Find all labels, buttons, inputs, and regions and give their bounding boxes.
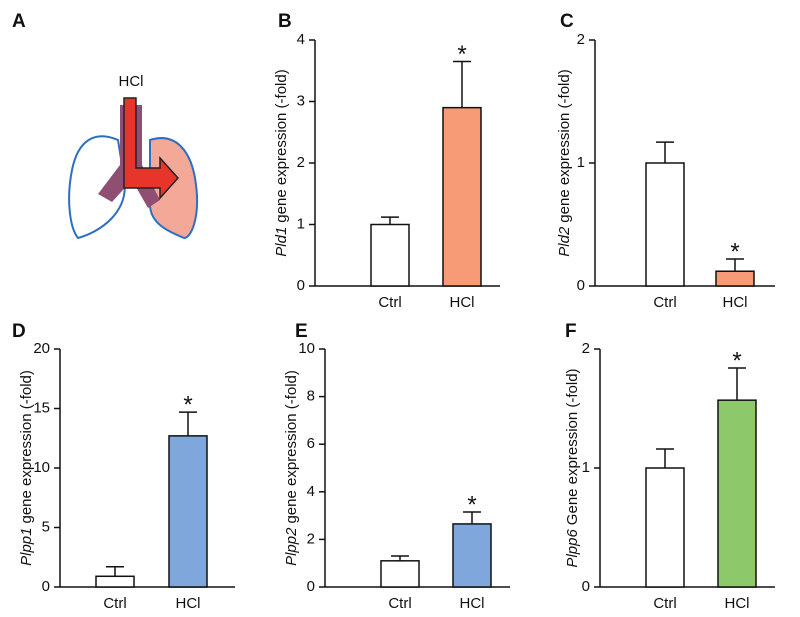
significance: * (457, 41, 466, 68)
y-label-text: gene expression (-fold) (283, 370, 300, 523)
bar (452, 523, 492, 588)
y-label-gene: Pld2 (556, 226, 573, 257)
y-tick-label: 5 (42, 518, 50, 535)
y-label-gene: Pld1 (273, 227, 290, 257)
panel-label: C (560, 11, 574, 32)
arrow (123, 97, 180, 200)
y-axis-label: Plpp1 gene expression (-fold) (18, 370, 35, 566)
panel-label: B (278, 11, 292, 32)
y-label-gene: Plpp6 (564, 529, 581, 568)
y-tick-label: 0 (307, 578, 315, 595)
bar (645, 162, 685, 287)
x-tick-label: Ctrl (653, 294, 676, 311)
y-tick-label: 0 (582, 578, 590, 595)
y-tick-label: 10 (298, 340, 315, 357)
x-tick-label: Ctrl (378, 294, 401, 311)
bar-chart: B 0 1 2 3 4 Pld1 gene expression (-fold) Ctrl HCl… (273, 11, 500, 311)
y-axis-label: Plpp2 gene expression (-fold) (283, 370, 300, 566)
bar (168, 435, 208, 588)
significance: * (183, 391, 192, 418)
significance: * (730, 238, 739, 265)
hcl-label: HCl (119, 73, 144, 90)
y-tick-label: 4 (297, 31, 305, 48)
y-axis-label: Plpp6 Gene expression (-fold) (564, 368, 581, 567)
bar (380, 560, 420, 588)
y-tick-label: 2 (577, 31, 585, 48)
bar (717, 399, 757, 588)
y-label-gene: Plpp1 (18, 528, 35, 566)
y-tick-label: 20 (33, 340, 50, 357)
y-label-gene: Plpp2 (283, 527, 300, 566)
panel-label: D (12, 321, 26, 342)
y-tick-label: 4 (307, 483, 315, 500)
bar (645, 467, 685, 588)
x-tick-label: Ctrl (103, 595, 126, 612)
bar (370, 223, 410, 287)
x-tick-label: Ctrl (653, 595, 676, 612)
x-tick-label: Ctrl (388, 595, 411, 612)
bar (715, 270, 755, 287)
y-tick-label: 2 (582, 340, 590, 357)
y-label-text: gene expression (-fold) (18, 370, 35, 523)
y-tick-label: 1 (577, 154, 585, 171)
y-tick-label: 1 (297, 215, 305, 232)
x-tick-label: HCl (723, 294, 748, 311)
x-tick-label: HCl (450, 294, 475, 311)
y-tick-label: 3 (297, 92, 305, 109)
bar-chart: F 0 1 2 Plpp6 Gene expression (-fold) Ctrl HCl * (564, 321, 775, 612)
y-tick-label: 0 (42, 578, 50, 595)
y-axis-label: Pld2 gene expression (-fold) (556, 69, 573, 256)
x-tick-label: HCl (460, 595, 485, 612)
left-lung (68, 135, 126, 240)
y-label-text: Gene expression (-fold) (564, 368, 581, 525)
y-tick-label: 2 (307, 530, 315, 547)
y-label-text: gene expression (-fold) (273, 69, 290, 222)
y-axis-label: Pld1 gene expression (-fold) (273, 69, 290, 256)
panel-label: F (565, 321, 577, 342)
y-tick-label: 8 (307, 388, 315, 405)
bar-chart: C 0 1 2 Pld2 gene expression (-fold) Ctrl HCl * (556, 11, 775, 311)
x-tick-label: HCl (725, 595, 750, 612)
significance: * (467, 491, 476, 518)
y-tick-label: 6 (307, 435, 315, 452)
bar-chart: E 0 2 4 6 8 10 Plpp2 gene expression (-fold) Ctrl… (283, 321, 510, 612)
significance: * (732, 347, 741, 374)
y-tick-label: 10 (33, 459, 50, 476)
y-tick-label: 15 (33, 399, 50, 416)
bar-chart: D 0 5 10 15 20 Plpp1 gene expression (-fold) Ctr… (12, 321, 235, 612)
y-tick-label: 0 (297, 277, 305, 294)
bar (442, 106, 482, 287)
panel-label: E (295, 321, 308, 342)
y-tick-label: 1 (582, 459, 590, 476)
panel-a: A HCl (12, 11, 198, 240)
x-tick-label: HCl (176, 595, 201, 612)
y-tick-label: 0 (577, 277, 585, 294)
panel-label: A (12, 11, 26, 32)
y-tick-label: 2 (297, 154, 305, 171)
bar (95, 575, 135, 588)
y-label-text: gene expression (-fold) (556, 69, 573, 222)
